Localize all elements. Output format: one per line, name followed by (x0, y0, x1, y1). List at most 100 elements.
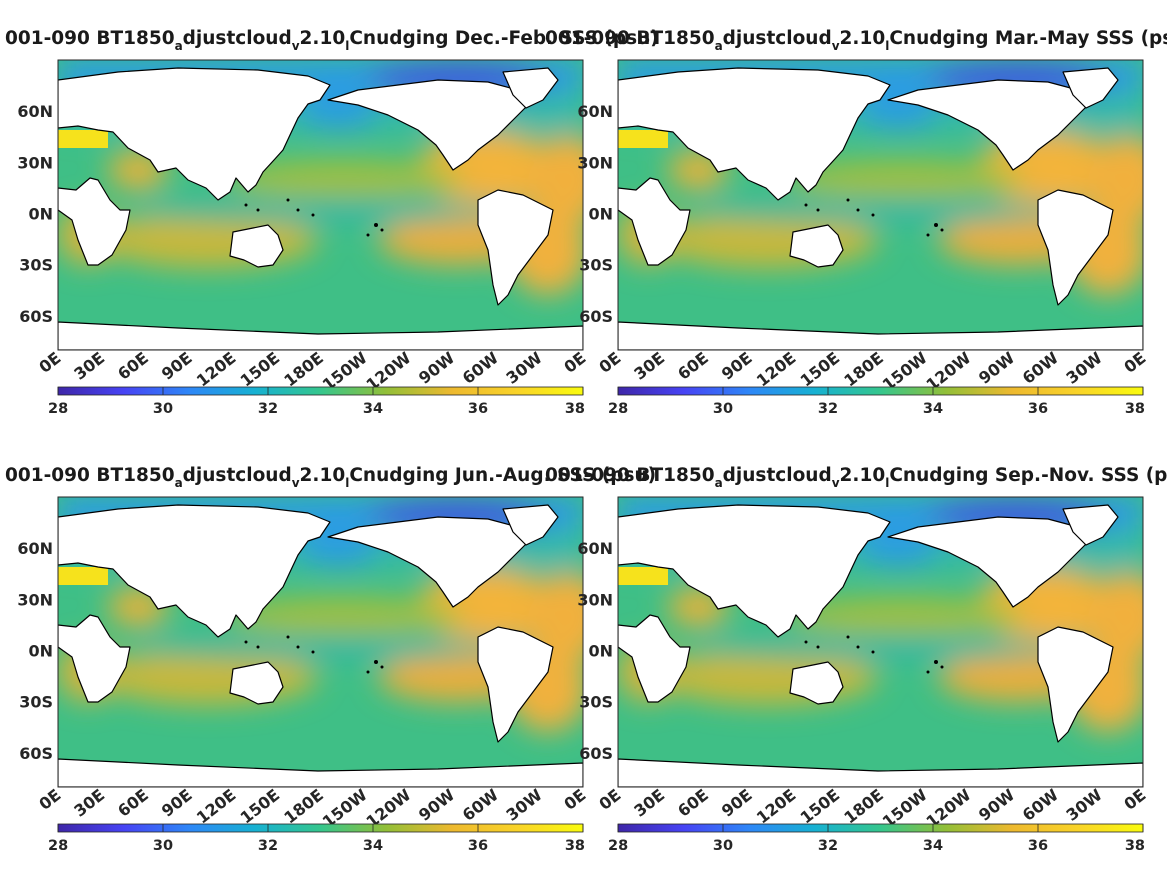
panel-title: 001-090 BT1850adjustcloudv2.10lCnudging … (5, 28, 659, 53)
lat-tick-label: 30S (19, 256, 53, 275)
lon-tick-label: 0E (560, 785, 589, 814)
lon-tick-label: 60E (674, 348, 712, 383)
lat-tick-label: 30N (577, 590, 613, 609)
lon-tick-label: 60E (114, 348, 152, 383)
lon-tick-label: 150E (797, 348, 844, 390)
title-part: djustcloud (183, 465, 292, 486)
lon-tick-label: 150E (797, 785, 844, 827)
lon-tick-label: 30W (503, 785, 546, 825)
lon-tick-label: 90E (158, 785, 196, 820)
map-frame (57, 496, 584, 788)
lon-tick-label: 30E (70, 785, 108, 820)
title-subscript: l (885, 476, 889, 490)
lat-tick-label: 60S (579, 744, 613, 763)
colorbar-tick-label: 32 (818, 401, 838, 417)
lon-tick-label: 0E (35, 348, 64, 377)
lon-tick-label: 60W (459, 785, 502, 825)
lon-tick-label: 0E (560, 348, 589, 377)
colorbar-gradient (57, 823, 584, 833)
colorbar-tick-label: 32 (258, 838, 278, 854)
title-subscript: v (832, 476, 840, 490)
colorbar-tick-label: 28 (608, 401, 628, 417)
salinity-field (58, 497, 608, 787)
lon-tick-label: 0E (35, 785, 64, 814)
map-panel-son: 001-090 BT1850adjustcloudv2.10lCnudging … (545, 465, 1167, 854)
lon-tick-label: 120E (753, 785, 800, 827)
lon-tick-label: 90W (975, 348, 1018, 388)
title-part: 2.10 (300, 465, 346, 486)
lon-tick-label: 0E (1120, 348, 1149, 377)
lon-tick-label: 90E (718, 348, 756, 383)
colorbar-gradient (57, 386, 584, 396)
colorbar-tick-label: 36 (468, 838, 488, 854)
lat-tick-label: 60N (17, 539, 53, 558)
lon-tick-label: 60W (1019, 785, 1062, 825)
colorbar-tick-label: 36 (1028, 401, 1048, 417)
colorbar-tick-label: 34 (923, 401, 943, 417)
title-subscript: a (175, 39, 183, 53)
lon-tick-label: 30W (503, 348, 546, 388)
lon-tick-label: 90E (158, 348, 196, 383)
title-subscript: l (345, 39, 349, 53)
lat-tick-label: 60N (577, 102, 613, 121)
title-subscript: a (715, 39, 723, 53)
lat-tick-label: 30N (17, 590, 53, 609)
colorbar-tick-label: 28 (48, 401, 68, 417)
lon-tick-label: 0E (595, 348, 624, 377)
panel-title: 001-090 BT1850adjustcloudv2.10lCnudging … (545, 465, 1167, 490)
lon-tick-label: 30E (630, 348, 668, 383)
lon-tick-label: 150E (237, 785, 284, 827)
colorbar-tick-label: 30 (153, 838, 173, 854)
lon-tick-label: 90W (415, 348, 458, 388)
title-part: Cnudging Dec.-Feb. SSS (psu) (349, 28, 658, 49)
map-frame (57, 59, 584, 351)
lat-tick-label: 60S (19, 744, 53, 763)
panel-title: 001-090 BT1850adjustcloudv2.10lCnudging … (5, 465, 656, 490)
lon-tick-label: 60W (459, 348, 502, 388)
map-frame (617, 496, 1144, 788)
title-subscript: v (292, 476, 300, 490)
colorbar-tick-label: 36 (1028, 838, 1048, 854)
title-part: 2.10 (840, 465, 886, 486)
colorbar-tick-label: 28 (48, 838, 68, 854)
title-part: 2.10 (840, 28, 886, 49)
salinity-field (618, 497, 1167, 787)
colorbar-tick-label: 34 (923, 838, 943, 854)
title-part: Cnudging Sep.-Nov. SSS (psu) (889, 465, 1167, 486)
salinity-field (618, 60, 1167, 350)
lon-tick-label: 90E (718, 785, 756, 820)
title-part: djustcloud (183, 28, 292, 49)
title-subscript: a (175, 476, 183, 490)
colorbar: 28 30 32 34 36 38 (48, 823, 585, 854)
lon-tick-label: 150E (237, 348, 284, 390)
colorbar-tick-label: 38 (1125, 401, 1145, 417)
salinity-field (58, 60, 608, 350)
title-subscript: l (885, 39, 889, 53)
title-part: 001-090 BT1850 (545, 28, 715, 49)
colorbar-tick-label: 34 (363, 838, 383, 854)
panel-title: 001-090 BT1850adjustcloudv2.10lCnudging … (545, 28, 1167, 53)
lon-tick-label: 90W (975, 785, 1018, 825)
lat-tick-label: 0N (588, 205, 613, 224)
colorbar-gradient (617, 386, 1144, 396)
lat-tick-label: 60S (19, 307, 53, 326)
colorbar-tick-label: 34 (363, 401, 383, 417)
lat-tick-label: 30N (577, 153, 613, 172)
title-part: 001-090 BT1850 (5, 28, 175, 49)
map-panel-mam: 001-090 BT1850adjustcloudv2.10lCnudging … (545, 28, 1167, 417)
lat-tick-label: 60N (17, 102, 53, 121)
colorbar-tick-label: 38 (565, 838, 585, 854)
colorbar-tick-label: 38 (1125, 838, 1145, 854)
lon-tick-label: 180E (280, 348, 327, 390)
title-part: 2.10 (300, 28, 346, 49)
lat-tick-label: 0N (28, 642, 53, 661)
lat-tick-label: 30S (579, 256, 613, 275)
title-part: djustcloud (723, 28, 832, 49)
lon-tick-label: 180E (840, 785, 887, 827)
colorbar-gradient (617, 823, 1144, 833)
lon-tick-label: 30E (70, 348, 108, 383)
